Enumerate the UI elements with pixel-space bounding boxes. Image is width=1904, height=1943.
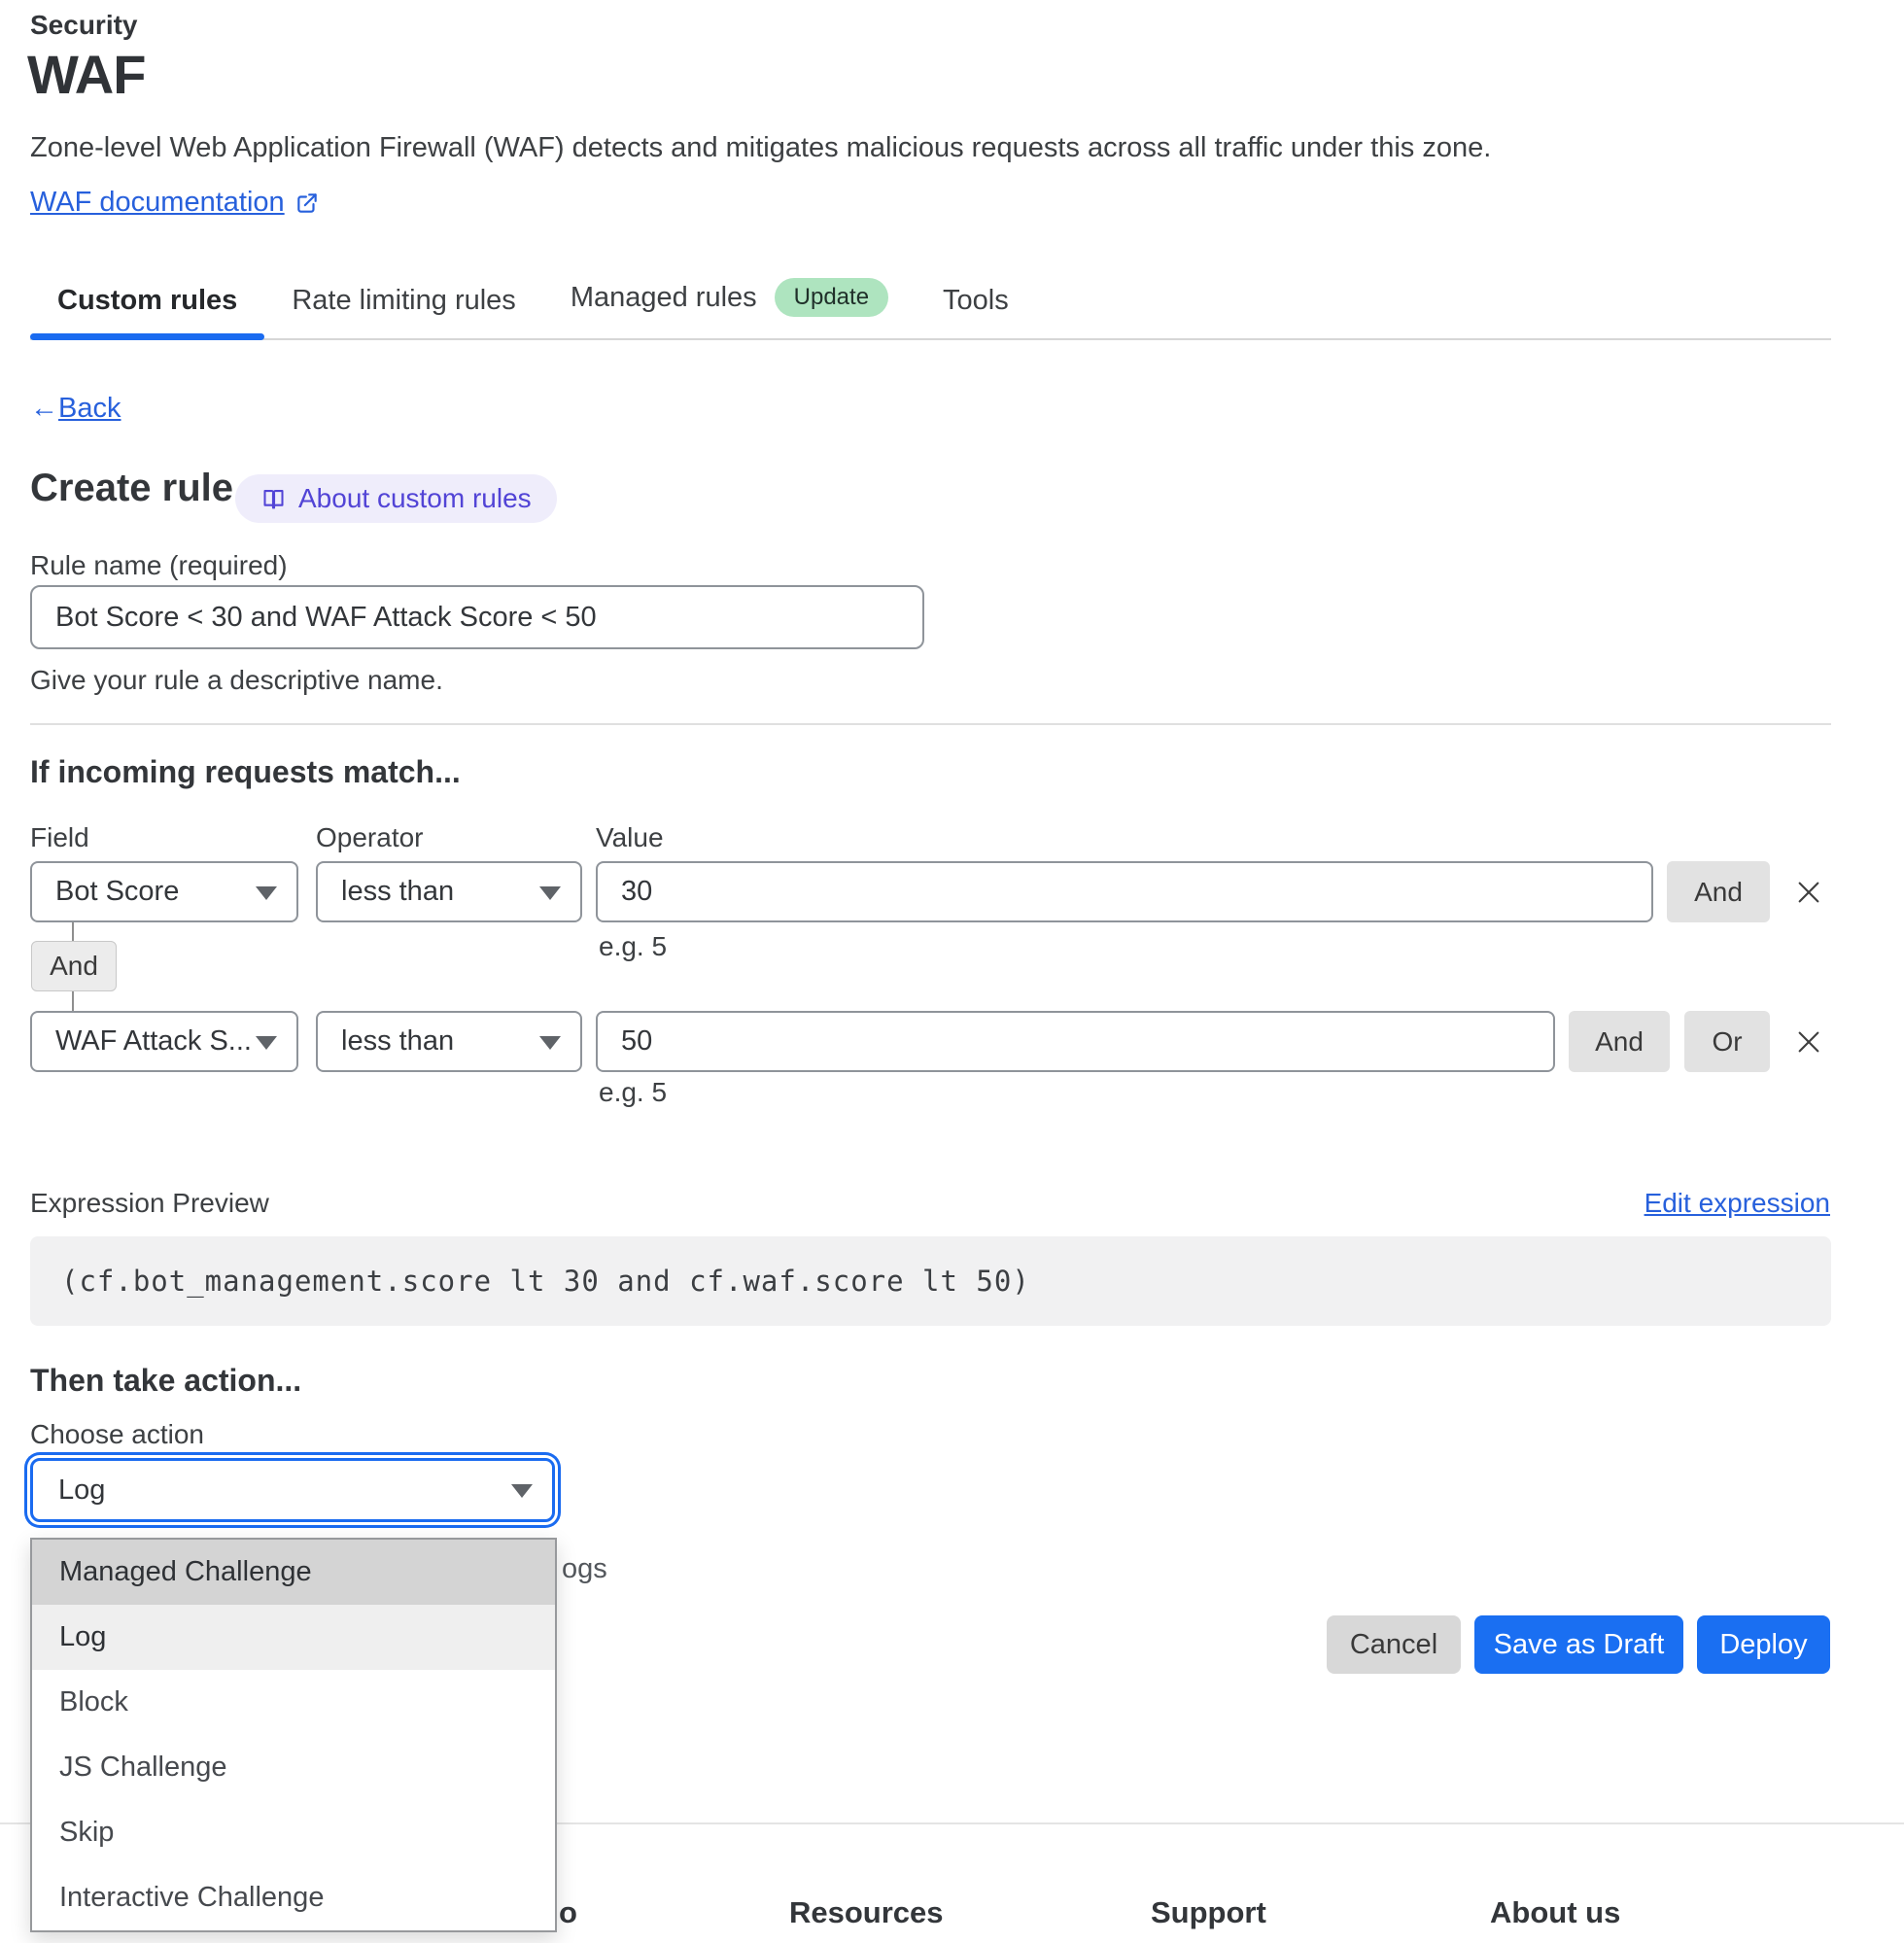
- action-heading: Then take action...: [30, 1363, 302, 1398]
- chevron-down-icon: [256, 1035, 277, 1050]
- expression-preview-label: Expression Preview: [30, 1188, 269, 1218]
- update-badge: Update: [774, 278, 889, 317]
- match-heading: If incoming requests match...: [30, 754, 461, 789]
- footer-heading-support: Support: [1151, 1895, 1266, 1929]
- tab-tools[interactable]: Tools: [916, 277, 1036, 338]
- field-select-row1-value: Bot Score: [55, 876, 180, 907]
- tab-managed-rules-label: Managed rules: [570, 281, 757, 313]
- back-link[interactable]: ←Back: [30, 393, 121, 425]
- menu-item-managed-challenge[interactable]: Managed Challenge: [32, 1540, 555, 1605]
- about-custom-rules-label: About custom rules: [298, 483, 532, 513]
- cancel-button[interactable]: Cancel: [1327, 1615, 1461, 1674]
- field-column-label: Field: [30, 822, 89, 852]
- field-select-row2-value: WAF Attack S...: [55, 1025, 252, 1057]
- choose-action-label: Choose action: [30, 1419, 205, 1449]
- rule-name-value: Bot Score < 30 and WAF Attack Score < 50: [55, 601, 597, 633]
- chevron-down-icon: [256, 885, 277, 900]
- back-arrow-icon: ←: [30, 393, 58, 424]
- page-description: Zone-level Web Application Firewall (WAF…: [30, 132, 1492, 163]
- tab-rate-limiting-rules[interactable]: Rate limiting rules: [264, 277, 542, 338]
- connector-line-bottom: [72, 991, 74, 1011]
- save-as-draft-button[interactable]: Save as Draft: [1474, 1615, 1683, 1674]
- tab-managed-rules[interactable]: Managed rules Update: [543, 270, 916, 338]
- create-rule-heading: Create rule: [30, 467, 233, 509]
- rule-name-label: Rule name (required): [30, 550, 288, 580]
- footer-column-fragment: o: [559, 1895, 577, 1929]
- value-input-row2[interactable]: 50: [596, 1011, 1555, 1072]
- waf-documentation-link[interactable]: WAF documentation: [30, 187, 320, 219]
- tab-bar: Custom rules Rate limiting rules Managed…: [30, 270, 1831, 340]
- expression-code: (cf.bot_management.score lt 30 and cf.wa…: [61, 1265, 1030, 1298]
- rule-name-input[interactable]: Bot Score < 30 and WAF Attack Score < 50: [30, 585, 924, 649]
- operator-select-row2-value: less than: [341, 1025, 455, 1057]
- operator-select-row2[interactable]: less than: [316, 1011, 582, 1072]
- menu-item-interactive-challenge[interactable]: Interactive Challenge: [59, 1882, 325, 1913]
- add-or-button-row2[interactable]: Or: [1684, 1011, 1770, 1072]
- value-hint-row2: e.g. 5: [599, 1077, 668, 1107]
- menu-item-js-challenge[interactable]: JS Challenge: [59, 1752, 227, 1783]
- value-column-label: Value: [596, 822, 664, 852]
- footer-heading-resources: Resources: [789, 1895, 944, 1929]
- action-helper-text-fragment: ogs: [562, 1553, 607, 1584]
- deploy-button[interactable]: Deploy: [1697, 1615, 1830, 1674]
- chevron-down-icon: [539, 1035, 561, 1050]
- add-and-button-row2[interactable]: And: [1569, 1011, 1670, 1072]
- value-input-row1-value: 30: [621, 876, 653, 907]
- external-link-icon: [294, 191, 320, 216]
- tab-rate-limiting-label: Rate limiting rules: [292, 285, 516, 316]
- rule-name-help: Give your rule a descriptive name.: [30, 665, 443, 695]
- chevron-down-icon: [539, 885, 561, 900]
- choose-action-select[interactable]: Log: [30, 1458, 555, 1522]
- breadcrumb: Security: [30, 10, 138, 40]
- section-divider: [30, 723, 1831, 725]
- operator-select-row1-value: less than: [341, 876, 455, 907]
- close-icon: [1798, 1031, 1819, 1052]
- menu-item-skip[interactable]: Skip: [59, 1817, 115, 1848]
- remove-row2-button[interactable]: [1788, 1011, 1829, 1072]
- footer-divider: [0, 1822, 1904, 1824]
- field-select-row2[interactable]: WAF Attack S...: [30, 1011, 298, 1072]
- connector-line-top: [72, 922, 74, 941]
- and-connector-toggle[interactable]: And: [31, 941, 117, 991]
- operator-column-label: Operator: [316, 822, 424, 852]
- back-label: Back: [58, 393, 121, 424]
- book-icon: [260, 486, 287, 512]
- menu-item-log[interactable]: Log: [32, 1605, 555, 1670]
- close-icon: [1798, 882, 1819, 902]
- expression-preview-box: (cf.bot_management.score lt 30 and cf.wa…: [30, 1236, 1831, 1326]
- choose-action-value: Log: [58, 1474, 106, 1506]
- edit-expression-link[interactable]: Edit expression: [1644, 1188, 1830, 1218]
- tab-custom-rules[interactable]: Custom rules: [30, 277, 265, 340]
- action-dropdown-menu: Managed Challenge Log Block JS Challenge…: [30, 1538, 557, 1932]
- page-title: WAF: [27, 44, 146, 105]
- footer-heading-about-us: About us: [1490, 1895, 1621, 1929]
- tab-tools-label: Tools: [943, 285, 1009, 316]
- waf-documentation-label: WAF documentation: [30, 187, 285, 218]
- add-and-button-row1[interactable]: And: [1667, 861, 1770, 922]
- value-input-row2-value: 50: [621, 1025, 653, 1057]
- operator-select-row1[interactable]: less than: [316, 861, 582, 922]
- chevron-down-icon: [511, 1484, 533, 1498]
- about-custom-rules-link[interactable]: About custom rules: [235, 474, 557, 523]
- value-hint-row1: e.g. 5: [599, 931, 668, 961]
- menu-item-block[interactable]: Block: [59, 1686, 128, 1717]
- remove-row1-button[interactable]: [1788, 861, 1829, 922]
- field-select-row1[interactable]: Bot Score: [30, 861, 298, 922]
- value-input-row1[interactable]: 30: [596, 861, 1653, 922]
- tab-custom-rules-label: Custom rules: [57, 285, 238, 316]
